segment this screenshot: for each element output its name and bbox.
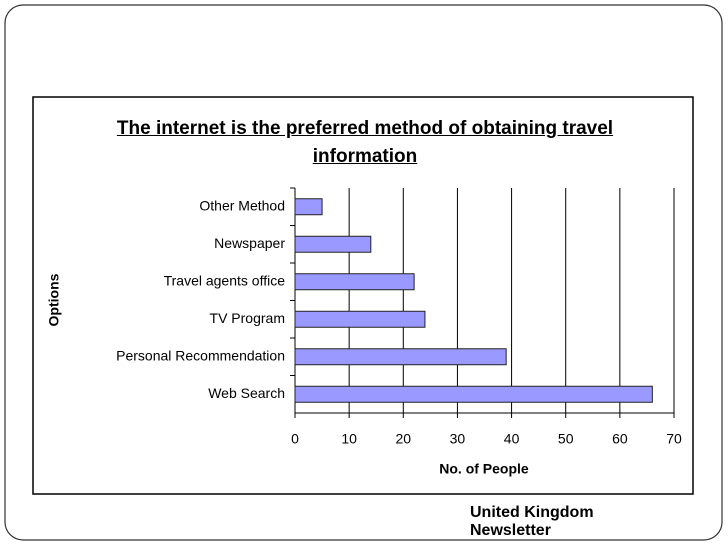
- y-tick-label: Newspaper: [214, 235, 285, 251]
- x-tick-label: 0: [291, 431, 299, 447]
- x-tick-label: 50: [558, 431, 574, 447]
- x-tick-label: 20: [395, 431, 411, 447]
- slide-frame: [4, 4, 723, 541]
- x-tick-label: 40: [504, 431, 520, 447]
- chart-frame: [32, 96, 694, 495]
- bar: [294, 385, 653, 403]
- x-tick-label: 70: [666, 431, 682, 447]
- y-tick-label: Other Method: [199, 197, 285, 213]
- y-tick-label: Travel agents office: [164, 272, 286, 288]
- bar: [294, 198, 323, 216]
- bar: [294, 235, 372, 253]
- x-tick-label: 30: [450, 431, 466, 447]
- y-axis-label: Options: [46, 273, 62, 326]
- x-axis-label: No. of People: [439, 461, 529, 477]
- x-tick-label: 10: [341, 431, 357, 447]
- bar: [294, 348, 507, 366]
- y-tick-label: Web Search: [208, 385, 285, 401]
- chart-title: The internet is the preferred method of …: [116, 118, 614, 167]
- y-tick-label: Personal Recommendation: [116, 347, 285, 363]
- source-note: United Kingdom Newsletter: [470, 504, 594, 539]
- x-tick-label: 60: [612, 431, 628, 447]
- bar: [294, 273, 415, 291]
- y-tick-label: TV Program: [210, 310, 285, 326]
- bar: [294, 310, 426, 328]
